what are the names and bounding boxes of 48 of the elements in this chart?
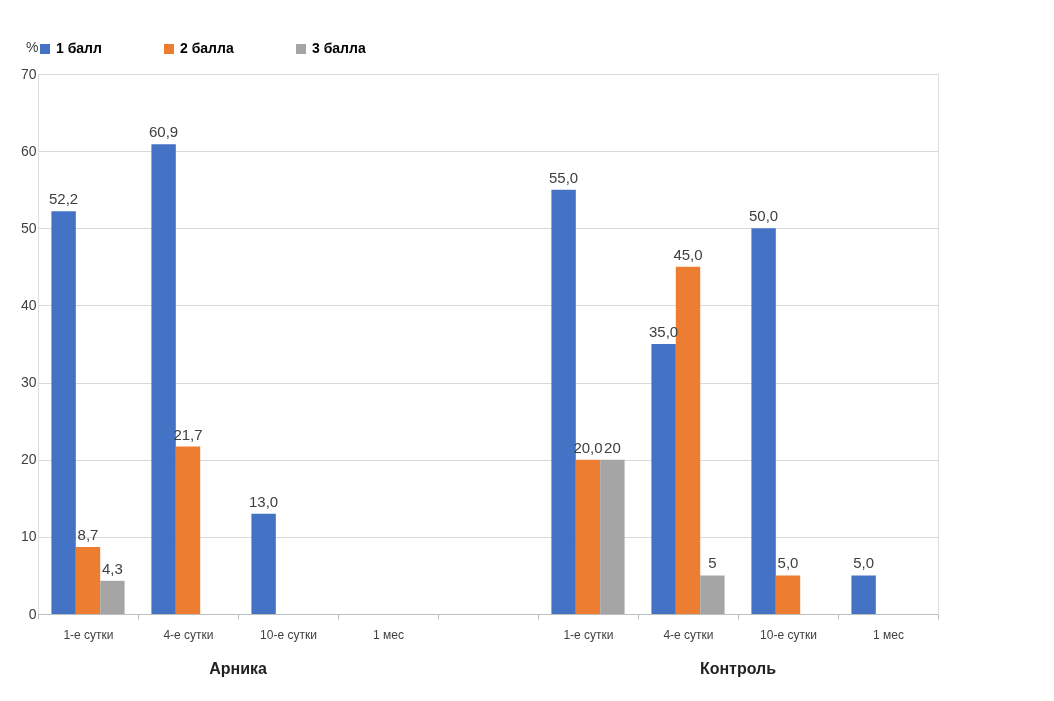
data-label: 5,0 [777,554,799,572]
data-label: 45,0 [673,245,703,263]
x-tick-label: 1 мес [873,627,904,642]
bar [651,344,676,614]
y-tick-label: 60 [20,142,37,159]
legend-label: 3 балла [312,40,366,56]
data-label: 8,7 [77,525,99,543]
bar [251,513,276,614]
x-tick-label: 10-е сутки [260,627,317,642]
bar [775,575,801,614]
y-tick-label: 0 [28,605,37,622]
x-tick-label: 1-е сутки [563,627,614,642]
bar [151,144,176,614]
data-label: 5,0 [853,554,875,572]
y-tick-label: 70 [20,65,37,82]
bar [100,580,125,614]
bar [600,459,625,614]
data-label: 60,9 [149,123,179,141]
y-tick-label: 40 [20,296,37,313]
x-tick-label: 4-е сутки [163,627,214,642]
legend-label: 2 балла [180,40,234,56]
x-tick-label: 1 мес [373,627,404,642]
bar [575,459,601,614]
bar [175,446,201,614]
y-tick-label: 20 [20,451,37,468]
y-tick-label: 10 [20,528,37,545]
data-label: 50,0 [749,207,779,225]
bar [700,575,725,614]
x-tick-label: 4-е сутки [663,627,714,642]
text: Контроль [699,660,777,677]
text: Арника [209,660,267,677]
y-tick-label: 50 [20,219,37,236]
data-label: 52,2 [49,190,79,208]
legend-label: 1 балл [56,40,102,56]
y-tick-label: 30 [20,374,37,391]
data-label: 4,3 [101,559,123,577]
x-tick-label: 1-е сутки [63,627,114,642]
bar [75,546,101,614]
data-label: 5 [708,554,717,572]
bar [751,228,776,614]
data-label: 55,0 [549,168,579,186]
y-axis-title: % [26,38,39,55]
bar [551,189,576,614]
data-label: 13,0 [249,492,279,510]
x-tick-label: 10-е сутки [760,627,817,642]
bar [851,575,876,614]
data-label: 20 [604,438,621,456]
bar [51,211,76,614]
